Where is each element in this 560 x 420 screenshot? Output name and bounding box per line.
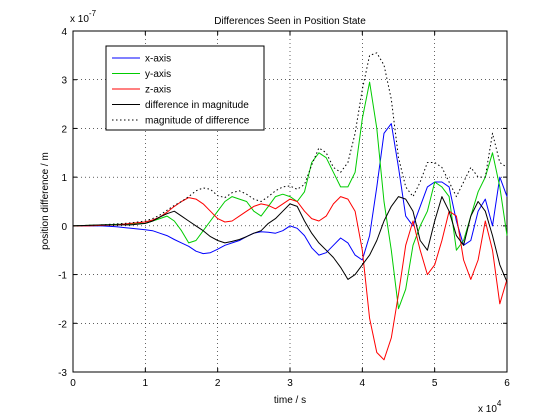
y-axis-label: position difference / m xyxy=(40,152,51,250)
x-multiplier-exponent: 4 xyxy=(497,399,502,408)
x-tick-label: 4 xyxy=(360,378,366,389)
legend: x-axis y-axis z-axis difference in magnitud… xyxy=(105,45,265,131)
legend-label-5: magnitude of difference xyxy=(145,116,250,127)
x-tick-label: 5 xyxy=(432,378,438,389)
series-line-2 xyxy=(72,81,508,310)
legend-label-1: x-axis xyxy=(145,54,171,65)
chart-title: Differences Seen in Position State xyxy=(214,16,366,27)
series-line-1 xyxy=(73,123,508,261)
legend-label-2: y-axis xyxy=(145,69,171,80)
series-line-4 xyxy=(72,196,508,283)
y-tick-label: 0 xyxy=(61,222,67,233)
y-tick-label: -1 xyxy=(58,271,67,282)
legend-entries: x-axis y-axis z-axis difference in magnitud… xyxy=(112,54,250,127)
x-tick-label: 1 xyxy=(143,378,149,389)
y-tick-label: 2 xyxy=(61,124,67,135)
legend-box xyxy=(105,45,265,131)
y-tick-label: 1 xyxy=(61,173,67,184)
y-tick-label: 4 xyxy=(61,27,67,38)
x-tick-label: 6 xyxy=(504,378,510,389)
legend-label-3: z-axis xyxy=(145,85,171,96)
y-tick-label: -3 xyxy=(58,368,67,379)
y-multiplier-exponent: -7 xyxy=(89,9,97,18)
series-line-5 xyxy=(72,52,508,227)
y-multiplier: x 10-7 xyxy=(70,9,97,25)
x-tick-label: 3 xyxy=(287,378,293,389)
tick-labels: 0 1 2 3 4 5 6 -3 -2 -1 0 1 2 3 4 xyxy=(58,27,510,389)
legend-label-4: difference in magnitude xyxy=(145,100,249,111)
x-axis-label: time / s xyxy=(274,395,306,406)
x-tick-label: 0 xyxy=(70,378,76,389)
series-line-3 xyxy=(73,196,508,361)
y-tick-label: 3 xyxy=(61,76,67,87)
x-multiplier-base: x 10 xyxy=(478,404,497,415)
x-multiplier: x 104 xyxy=(478,399,502,415)
y-multiplier-base: x 10 xyxy=(70,14,89,25)
series-group xyxy=(72,52,508,361)
x-tick-label: 2 xyxy=(215,378,221,389)
y-tick-label: -2 xyxy=(58,319,67,330)
